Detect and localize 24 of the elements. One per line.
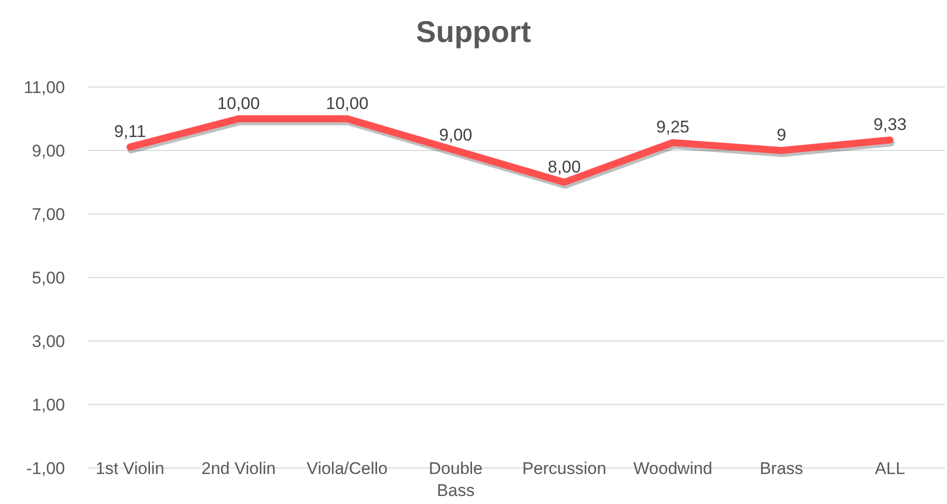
x-tick-label: 2nd Violin — [201, 459, 276, 478]
y-tick-label: 11,00 — [24, 78, 65, 97]
data-label: 10,00 — [217, 94, 260, 113]
y-tick-label: 1,00 — [32, 396, 65, 414]
y-tick-label: 5,00 — [32, 268, 65, 288]
x-tick-label: Brass — [760, 459, 804, 478]
chart-title: Support — [416, 16, 531, 49]
y-tick-label: 7,00 — [32, 205, 65, 224]
x-tick-label: Woodwind — [633, 459, 712, 478]
data-label: 9,33 — [873, 115, 907, 134]
y-tick-label: 3,00 — [32, 332, 65, 351]
data-label: 10,00 — [326, 94, 368, 113]
data-label: 9,00 — [439, 126, 472, 144]
y-tick-label: -1,00 — [26, 459, 65, 478]
data-label: 9 — [776, 126, 786, 144]
y-tick-label: 9,00 — [32, 142, 65, 160]
x-tick-label: ALL — [874, 459, 906, 478]
x-tick-label: Double Bass — [428, 459, 483, 500]
x-tick-label: Viola/Cello — [306, 459, 388, 478]
x-tick-label: Percussion — [522, 459, 606, 478]
data-label: 9,11 — [114, 122, 146, 142]
data-label: 9,25 — [656, 118, 690, 137]
data-label: 8,00 — [548, 157, 581, 176]
x-tick-label: 1st Violin — [96, 459, 164, 478]
